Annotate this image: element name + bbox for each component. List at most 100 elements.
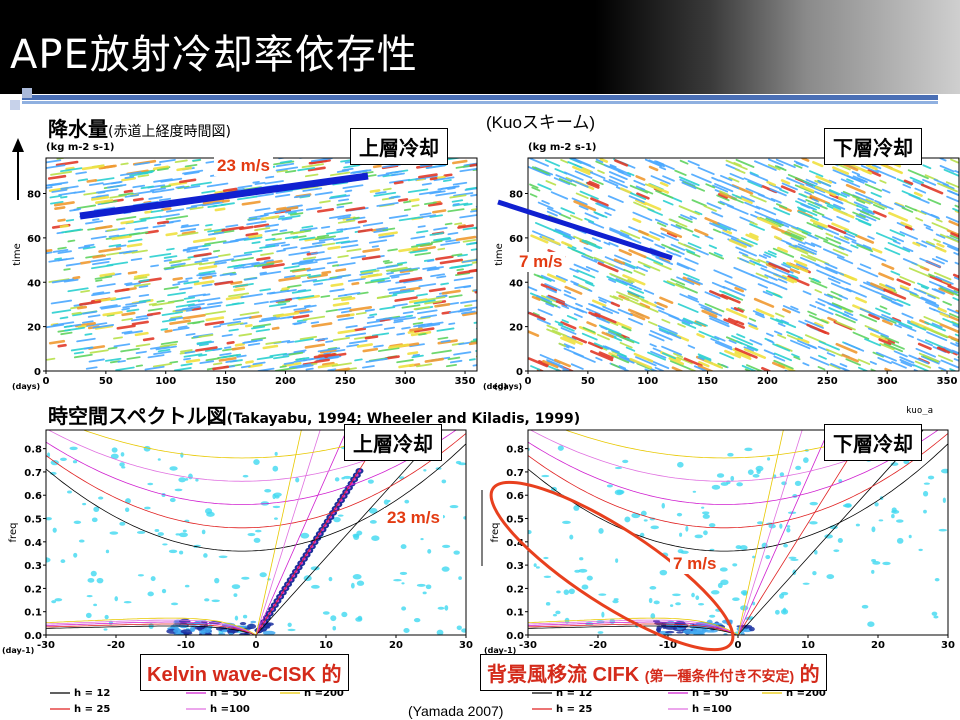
precip-streak — [546, 324, 559, 331]
precip-streak — [947, 284, 959, 292]
precip-streak — [106, 228, 118, 232]
spectrum-blob — [352, 574, 362, 580]
precip-streak — [389, 315, 407, 321]
precip-streak — [608, 241, 619, 248]
precip-streak — [63, 278, 79, 283]
precip-ytick-label: 0 — [516, 367, 523, 378]
precip-streak — [221, 333, 233, 338]
precip-streak — [915, 241, 928, 248]
precip-streak — [772, 343, 791, 352]
spectrum-blob — [569, 534, 574, 540]
spectrum-blob — [369, 520, 377, 524]
precip-streak — [201, 275, 213, 280]
precip-streak — [125, 300, 147, 306]
precip-streak — [902, 258, 918, 266]
precip-streak — [77, 324, 87, 329]
precip-streak — [470, 208, 477, 211]
precip-streak — [711, 211, 724, 218]
precip-streak — [649, 231, 665, 239]
spectrum-blob — [178, 477, 186, 483]
spectrum-blob — [573, 505, 580, 511]
precip-streak — [952, 207, 959, 213]
precip-streak — [462, 239, 477, 243]
spectrum-blob — [157, 532, 164, 536]
spectrum-lowfreq-blob — [690, 630, 704, 635]
precip-streak — [813, 321, 824, 328]
precip-streak — [337, 254, 349, 259]
precip-streak — [261, 315, 280, 321]
precip-streak — [842, 190, 860, 200]
precip-xtick-label: 200 — [757, 376, 778, 387]
precip-streak — [831, 276, 852, 286]
precip-streak — [412, 353, 420, 357]
precip-streak — [813, 190, 826, 197]
precip-streak — [382, 259, 390, 263]
precip-streak — [191, 307, 202, 311]
precip-streak — [275, 166, 299, 172]
precip-streak — [801, 158, 810, 162]
spectrum-lowfreq-blob — [748, 626, 755, 632]
spectrum-blob — [942, 497, 946, 504]
precip-streak — [581, 332, 598, 341]
precip-streak — [65, 166, 75, 171]
precip-streak — [383, 187, 392, 191]
precip-streak — [396, 261, 408, 265]
precip-streak — [57, 343, 67, 348]
precip-streak — [791, 353, 800, 359]
precip-streak — [939, 287, 959, 297]
precip-streak — [336, 169, 349, 173]
rossby-dispersion-curve — [528, 617, 739, 635]
precip-streak — [937, 182, 958, 193]
corner-tag: kuo_a — [906, 406, 934, 416]
precip-streak — [655, 189, 674, 199]
precip-streak — [138, 285, 149, 289]
precip-streak — [364, 335, 379, 340]
precip-streak — [558, 178, 577, 187]
precip-streak — [131, 320, 149, 326]
precip-streak — [64, 326, 85, 332]
precip-streak — [100, 164, 116, 170]
spectrum-blob — [441, 479, 447, 484]
precip-streak — [291, 289, 312, 294]
precip-streak — [85, 220, 104, 225]
precip-streak — [734, 351, 752, 361]
precip-streak — [92, 291, 105, 295]
precip-streak — [773, 207, 791, 216]
rossby-dispersion-curve — [46, 621, 257, 635]
precip-streak — [280, 304, 298, 309]
spectrum-blob — [788, 556, 797, 559]
spectrum-blob — [436, 629, 444, 635]
precip-streak — [433, 237, 451, 242]
precip-streak — [113, 343, 131, 348]
precip-streak — [323, 352, 331, 355]
precip-streak — [84, 332, 93, 336]
spectrum-blob — [253, 459, 260, 466]
precip-streak — [390, 275, 400, 279]
precip-streak — [857, 267, 879, 278]
precip-streak — [729, 172, 745, 180]
precip-streak — [943, 346, 959, 355]
precip-streak — [230, 280, 243, 285]
precip-streak — [384, 261, 393, 265]
precip-streak — [58, 191, 77, 196]
precip-streak — [190, 181, 212, 187]
precip-streak — [867, 327, 889, 338]
precip-streak — [132, 184, 146, 189]
precip-streak — [760, 267, 778, 276]
spectrum-blob — [643, 519, 648, 522]
precip-streak — [360, 269, 380, 275]
precip-streak — [535, 222, 556, 232]
precip-streak — [388, 289, 411, 294]
precip-streak — [931, 222, 948, 231]
precip-streak — [435, 191, 457, 197]
precip-streak — [372, 164, 382, 169]
precip-streak — [597, 261, 619, 273]
spectrum-blob — [242, 474, 249, 478]
precip-streak — [600, 325, 608, 331]
precip-streak — [169, 319, 192, 325]
precip-streak — [158, 197, 172, 202]
precip-streak — [562, 335, 583, 346]
precip-streak — [240, 365, 251, 369]
precip-streak — [743, 346, 754, 352]
precip-streak — [536, 317, 551, 325]
